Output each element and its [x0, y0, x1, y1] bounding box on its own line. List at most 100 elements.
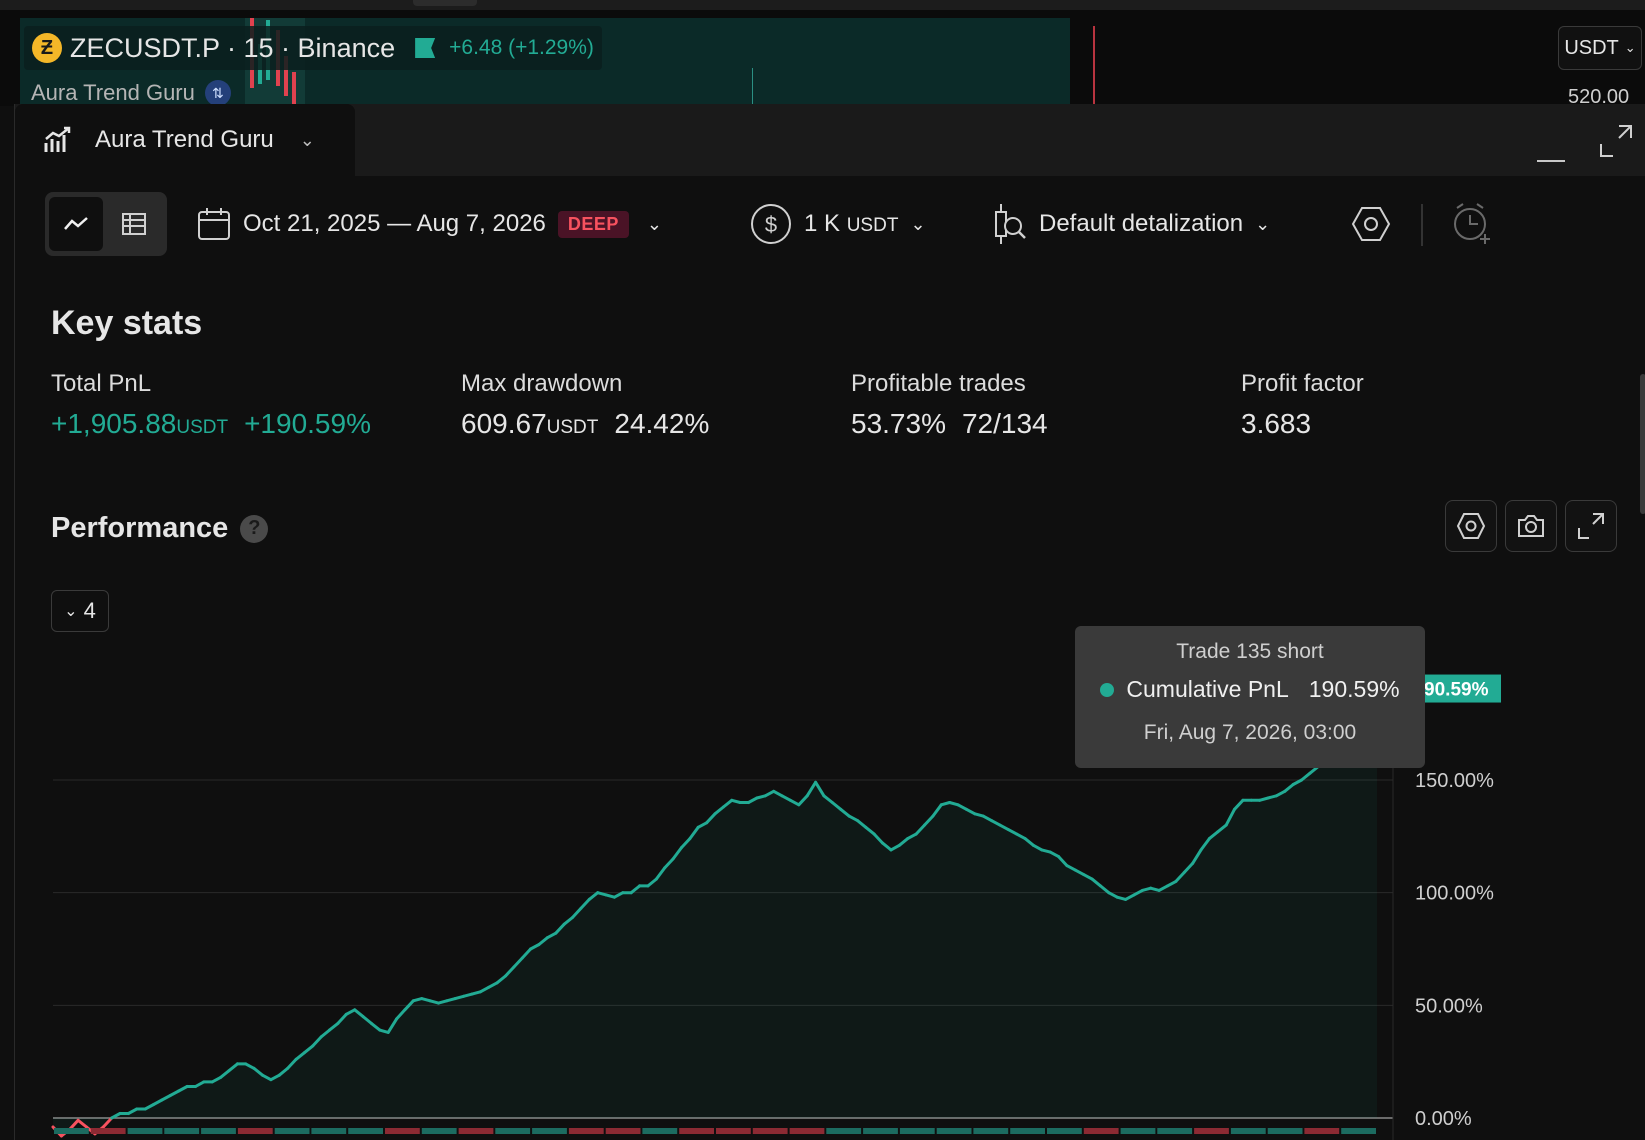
trade-strip-segment	[385, 1128, 420, 1134]
series-line-segment	[964, 807, 977, 816]
series-line-segment	[336, 1012, 348, 1025]
trade-strip-segment	[1194, 1128, 1229, 1134]
series-line-segment	[1182, 861, 1195, 874]
trade-strip-segment	[1304, 1128, 1340, 1134]
series-line-segment	[294, 1051, 306, 1061]
trade-strip-segment	[458, 1128, 494, 1134]
series-line-segment	[654, 866, 667, 881]
tooltip-row: Cumulative PnL 190.59%	[1075, 676, 1425, 703]
add-alert-icon[interactable]	[1451, 202, 1495, 246]
camera-icon	[1518, 515, 1544, 537]
trade-strip-segment	[532, 1128, 567, 1134]
stat-label: Total PnL	[51, 370, 152, 397]
series-line-segment	[353, 1008, 365, 1019]
tab-strategy[interactable]: Aura Trend Guru ⌄	[15, 104, 355, 176]
trade-strip-segment	[1120, 1128, 1156, 1134]
series-line-segment	[1191, 848, 1203, 865]
series-line-segment	[931, 803, 943, 818]
currency-button[interactable]: USDT ⌄	[1558, 26, 1642, 70]
y-tick-label: 50.00%	[1415, 995, 1483, 1017]
flag-icon[interactable]	[415, 38, 436, 58]
series-line-segment	[981, 814, 993, 823]
series-line-segment	[110, 1112, 122, 1120]
stat-number: 609.67	[461, 408, 547, 439]
stat-value: 3.683	[1241, 408, 1364, 440]
trade-strip-segment	[237, 1128, 273, 1134]
series-line-segment	[688, 825, 700, 841]
series-line-segment	[713, 805, 725, 816]
series-line-segment	[646, 877, 658, 888]
series-line-segment	[1174, 870, 1186, 883]
stat-max-drawdown: Max drawdown 609.67USDT 24.42%	[461, 370, 709, 440]
date-range-selector[interactable]: Oct 21, 2025 — Aug 7, 2026 DEEP ⌄	[197, 202, 662, 246]
trade-strip-segment	[1230, 1128, 1266, 1134]
stat-extra: 72/134	[961, 408, 1048, 439]
top-border	[0, 0, 1645, 10]
dollar-circle-icon: $	[751, 204, 791, 244]
series-line-segment	[872, 832, 885, 845]
trade-strip-segment	[127, 1128, 163, 1134]
symbol-header[interactable]: Ƶ ZECUSDT.P · 15 · Binance +6.48 (+1.29%…	[24, 26, 602, 70]
trade-strip-segment	[716, 1128, 751, 1134]
series-line-segment	[847, 814, 859, 823]
series-line-segment	[386, 1017, 399, 1034]
table-icon	[122, 213, 146, 235]
zcash-coin-icon: Ƶ	[32, 33, 62, 63]
series-line-segment	[219, 1069, 231, 1079]
series-line-segment	[805, 780, 818, 798]
series-line-segment	[361, 1015, 373, 1025]
series-line-segment	[554, 922, 566, 935]
series-line-segment	[101, 1116, 114, 1129]
y-tick-label: 100.00%	[1415, 883, 1494, 905]
resize-handle[interactable]	[413, 0, 477, 6]
chart-view-button[interactable]	[49, 197, 103, 251]
fullscreen-chart-button[interactable]	[1565, 500, 1617, 552]
performance-title: Performance	[51, 512, 229, 544]
series-line-segment	[897, 837, 910, 847]
detalization-selector[interactable]: Default detalization ⌄	[993, 202, 1270, 246]
snapshot-button[interactable]	[1505, 500, 1557, 552]
maximize-icon[interactable]	[1599, 124, 1633, 158]
series-line-segment	[571, 906, 583, 919]
series-line-segment	[168, 1089, 181, 1097]
chart-settings-button[interactable]	[1445, 500, 1497, 552]
trade-strip-segment	[90, 1128, 126, 1134]
chevron-down-icon[interactable]: ⌄	[299, 129, 315, 150]
series-line-segment	[177, 1085, 189, 1093]
series-line-segment	[830, 801, 843, 811]
tooltip-value: 190.59%	[1308, 676, 1400, 702]
panel-scrollbar[interactable]	[1640, 374, 1645, 514]
expand-icon	[1578, 513, 1604, 539]
trade-strip-segment	[1267, 1128, 1303, 1134]
settings-hexagon-icon[interactable]	[1351, 204, 1391, 244]
current-time-line	[1093, 26, 1095, 106]
series-line-segment	[864, 825, 876, 836]
trade-strip-segment	[421, 1128, 457, 1134]
symbol-title[interactable]: ZECUSDT.P · 15 · Binance	[70, 32, 396, 63]
help-icon[interactable]: ?	[240, 514, 269, 543]
indicator-settings-icon[interactable]: ⇅	[204, 80, 231, 106]
stat-value: 609.67USDT 24.42%	[461, 408, 709, 440]
series-line-segment	[629, 884, 642, 895]
series-line-segment	[1090, 877, 1102, 888]
chevron-down-icon: ⌄	[1624, 40, 1636, 55]
minimize-icon[interactable]	[1537, 132, 1565, 162]
panel-tab-bar: Aura Trend Guru ⌄	[15, 104, 1645, 176]
series-line-segment	[663, 857, 675, 870]
chart-tooltip: Trade 135 short Cumulative PnL 190.59% F…	[1075, 626, 1425, 768]
series-line-segment	[680, 837, 692, 850]
series-line-segment	[277, 1066, 290, 1077]
trade-strip-segment	[274, 1128, 310, 1134]
table-view-button[interactable]	[107, 197, 161, 251]
chevron-down-icon: ⌄	[910, 213, 926, 234]
chevron-down-icon: ⌄	[1255, 213, 1271, 234]
performance-chart[interactable]: 0.00% 50.00% 100.00% 150.00% 190.59%	[15, 544, 1645, 1140]
tooltip-series-name: Cumulative PnL	[1126, 676, 1289, 702]
indicator-legend[interactable]: Aura Trend Guru ⇅	[31, 80, 231, 106]
line-chart-icon	[64, 217, 88, 230]
capital-selector[interactable]: $ 1 K USDT ⌄	[750, 202, 926, 246]
last-value-label: 190.59%	[1413, 680, 1488, 701]
main-chart-strip[interactable]: Ƶ ZECUSDT.P · 15 · Binance +6.48 (+1.29%…	[0, 0, 1645, 106]
indicator-name[interactable]: Aura Trend Guru	[31, 80, 195, 105]
series-toggle-button[interactable]: ⌄ 4	[51, 590, 109, 632]
